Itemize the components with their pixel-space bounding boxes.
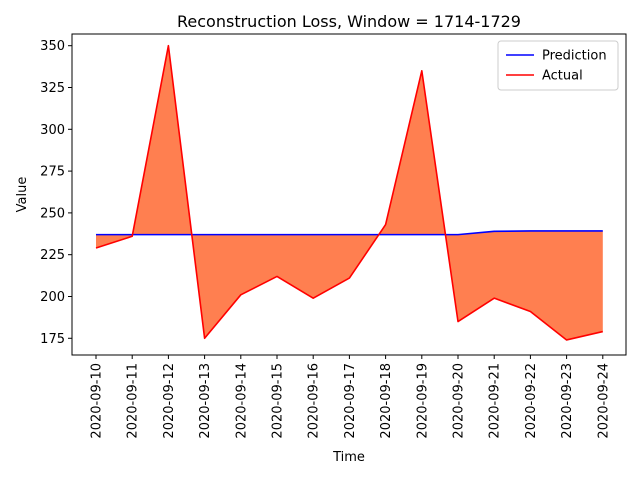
y-axis: 175 200 225 250 275 300 325 350 xyxy=(40,39,72,347)
series-lines xyxy=(95,44,603,341)
legend-label-prediction: Prediction xyxy=(542,49,607,64)
y-tick-label: 225 xyxy=(40,248,65,263)
x-tick-label: 2020-09-18 xyxy=(379,363,394,439)
x-tick-label: 2020-09-17 xyxy=(343,363,358,439)
x-axis-label: Time xyxy=(332,450,365,465)
fill-area xyxy=(96,45,603,340)
x-tick-label: 2020-09-21 xyxy=(488,363,503,439)
x-tick-label: 2020-09-12 xyxy=(162,363,177,439)
x-tick-label: 2020-09-10 xyxy=(90,363,105,439)
y-tick-label: 300 xyxy=(40,123,65,138)
x-tick-label: 2020-09-11 xyxy=(126,363,141,439)
x-tick-label: 2020-09-14 xyxy=(234,363,249,439)
series-line-prediction xyxy=(96,230,603,236)
x-tick-label: 2020-09-22 xyxy=(524,363,539,439)
x-tick-label: 2020-09-20 xyxy=(452,363,467,439)
chart-title: Reconstruction Loss, Window = 1714-1729 xyxy=(177,12,521,31)
x-tick-label: 2020-09-24 xyxy=(596,363,611,439)
y-tick-label: 325 xyxy=(40,81,65,96)
series-line-actual xyxy=(95,44,603,341)
x-tick-label: 2020-09-13 xyxy=(198,363,213,439)
legend: Prediction Actual xyxy=(497,40,619,91)
x-tick-label: 2020-09-19 xyxy=(415,363,430,439)
x-tick-label: 2020-09-16 xyxy=(307,363,322,439)
x-tick-label: 2020-09-23 xyxy=(560,363,575,439)
y-tick-label: 250 xyxy=(40,206,65,221)
y-tick-label: 350 xyxy=(40,39,65,54)
y-tick-label: 175 xyxy=(40,332,65,347)
y-tick-label: 275 xyxy=(40,165,65,180)
y-tick-label: 200 xyxy=(40,290,65,305)
fill-between-area xyxy=(96,45,603,340)
x-tick-label: 2020-09-15 xyxy=(271,363,286,439)
y-axis-label: Value xyxy=(15,177,30,213)
x-axis: 2020-09-10 2020-09-11 2020-09-12 2020-09-13… xyxy=(90,355,611,439)
legend-label-actual: Actual xyxy=(542,69,583,84)
legend-box xyxy=(497,40,619,91)
